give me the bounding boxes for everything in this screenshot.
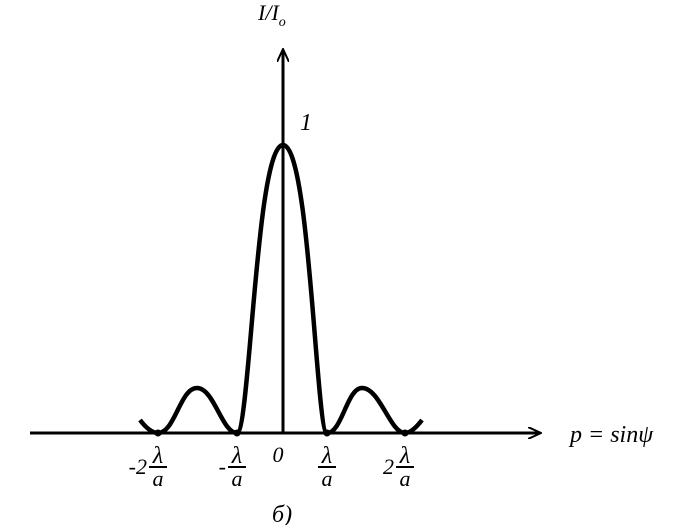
tick-numerator: λ (152, 443, 163, 469)
tick-dot (233, 429, 241, 437)
tick-numerator: λ (231, 443, 242, 469)
x-axis-label: p = sinψ (568, 422, 654, 448)
caption: б) (272, 502, 292, 525)
y-axis-label: I/Io (257, 0, 286, 30)
tick-denominator: a (400, 466, 411, 491)
tick-denominator: a (322, 466, 333, 491)
tick-coefficient: - (219, 454, 226, 479)
origin-label: 0 (273, 442, 284, 467)
tick-denominator: a (232, 466, 243, 491)
tick-dot (401, 429, 409, 437)
y-label-main: I/I (257, 0, 280, 25)
intensity-curve (138, 142, 424, 436)
y-label-sub: o (279, 15, 286, 30)
tick-coefficient: -2 (129, 454, 147, 479)
peak-label: 1 (300, 110, 312, 136)
tick-numerator: λ (321, 443, 332, 469)
tick-dot (154, 429, 162, 437)
tick-numerator: λ (399, 443, 410, 469)
tick-denominator: a (153, 466, 164, 491)
tick-dot (323, 429, 331, 437)
tick-coefficient: 2 (383, 454, 394, 479)
